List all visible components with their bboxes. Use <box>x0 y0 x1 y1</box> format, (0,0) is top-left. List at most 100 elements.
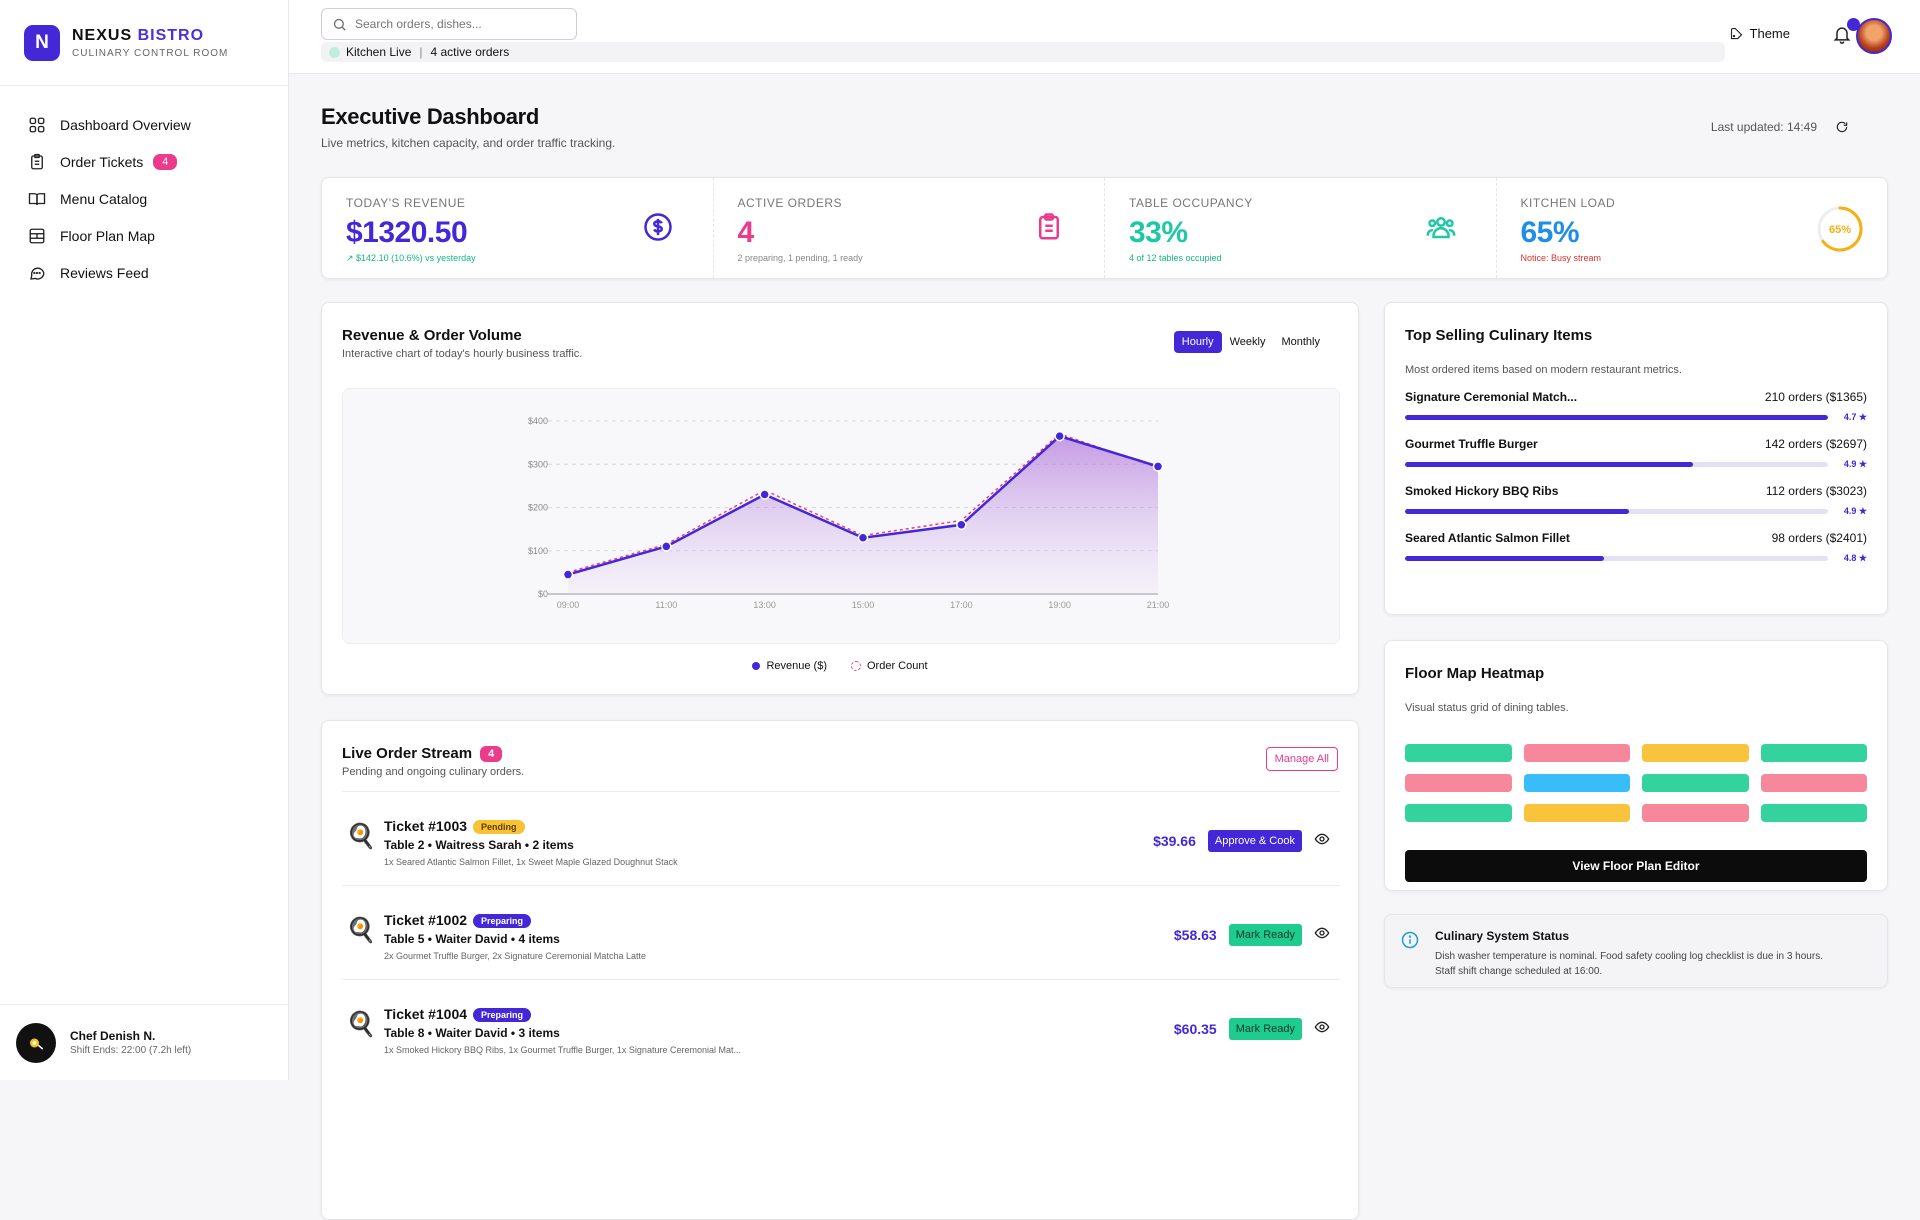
table-cell[interactable] <box>1760 774 1867 792</box>
pan-icon: 🍳 <box>346 823 376 850</box>
kitchen-status: Kitchen Live <box>346 45 412 59</box>
table-cell[interactable] <box>1405 804 1512 822</box>
active-orders-count: 4 active orders <box>430 45 510 59</box>
search-input[interactable] <box>355 17 555 31</box>
ticket-row[interactable]: 🍳 Ticket #1002 Preparing Table 5 • Waiter… <box>342 885 1340 979</box>
x-tick-label: 17:00 <box>950 600 973 610</box>
refresh-icon[interactable] <box>1835 120 1849 134</box>
chart-title: Revenue & Order Volume <box>342 327 522 344</box>
top-item[interactable]: Gourmet Truffle Burger 142 orders ($2697)… <box>1405 437 1867 470</box>
ticket-items: 2x Gourmet Truffle Burger, 2x Signature … <box>384 951 646 962</box>
last-updated-text: Last updated: 14:49 <box>1710 120 1817 134</box>
top-item[interactable]: Signature Ceremonial Match... 210 orders … <box>1405 390 1867 423</box>
legend-revenue[interactable]: Revenue ($) <box>752 660 827 672</box>
kpi-note: ↗ $142.10 (10.6%) vs yesterday <box>346 253 476 263</box>
brand-name-2: BISTRO <box>137 26 205 44</box>
sidebar-item-reviews[interactable]: Reviews Feed <box>0 254 288 291</box>
manage-all-button[interactable]: Manage All <box>1265 747 1338 771</box>
y-tick-label: $100 <box>528 546 548 556</box>
table-cell[interactable] <box>1642 804 1749 822</box>
x-tick-label: 13:00 <box>753 600 776 610</box>
view-ticket-button[interactable] <box>1314 1019 1330 1040</box>
kpi-note: Notice: Busy stream <box>1520 253 1602 263</box>
kpi-kitchen-load: KITCHEN LOAD 65% Notice: Busy stream 65% <box>1497 178 1888 278</box>
kpi-label: TABLE OCCUPANCY <box>1129 196 1253 210</box>
page-subtitle: Live metrics, kitchen capacity, and orde… <box>321 136 616 150</box>
top-item[interactable]: Seared Atlantic Salmon Fillet 98 orders (… <box>1405 531 1867 564</box>
ticket-row[interactable]: 🍳 Ticket #1004 Preparing Table 8 • Waiter… <box>342 979 1340 1073</box>
table-cell[interactable] <box>1523 804 1630 822</box>
item-name: Smoked Hickory BBQ Ribs <box>1405 484 1559 498</box>
table-cell[interactable] <box>1523 774 1630 792</box>
sidebar-item-order-tickets[interactable]: Order Tickets 4 <box>0 143 288 180</box>
table-cell[interactable] <box>1760 744 1867 762</box>
brand-name: NEXUS BISTRO <box>72 27 228 45</box>
gauge-label: 65% <box>1829 224 1851 236</box>
status-line-2: Staff shift change scheduled at 16:00. <box>1435 966 1603 977</box>
revenue-chart[interactable]: $0 $100 $200 $300 $400 09:00 11:00 13:00 15:00 17… <box>343 389 1341 645</box>
kitchen-load-gauge: 65% <box>1817 206 1863 252</box>
grid-icon <box>29 117 45 132</box>
item-bar-track <box>1405 462 1828 467</box>
legend-label: Order Count <box>867 660 928 672</box>
brand-logo[interactable]: N <box>24 24 60 61</box>
sidebar-item-label: Menu Catalog <box>60 190 148 207</box>
item-rating: 4.8 ★ <box>1843 553 1867 563</box>
legend-order-count[interactable]: Order Count <box>851 660 928 672</box>
clipboard-icon <box>1039 213 1059 240</box>
top-selling-subtitle: Most ordered items based on modern resta… <box>1405 364 1682 376</box>
ticket-row[interactable]: 🍳 Ticket #1003 Pending Table 2 • Waitress… <box>342 791 1340 885</box>
item-rating: 4.9 ★ <box>1843 506 1867 516</box>
table-cell[interactable] <box>1405 744 1512 762</box>
view-ticket-button[interactable] <box>1314 831 1330 852</box>
eye-icon <box>1314 833 1330 844</box>
item-bar-fill <box>1405 556 1604 561</box>
tab-hourly[interactable]: Hourly <box>1173 331 1222 353</box>
top-item[interactable]: Smoked Hickory BBQ Ribs 112 orders ($3023… <box>1405 484 1867 517</box>
theme-label: Theme <box>1749 26 1790 41</box>
revenue-point <box>857 532 869 544</box>
notifications-button[interactable] <box>1832 18 1860 49</box>
table-cell[interactable] <box>1523 744 1630 762</box>
status-line-1: Dish washer temperature is nominal. Food… <box>1435 951 1823 962</box>
table-cell[interactable] <box>1642 774 1749 792</box>
sidebar-item-menu-catalog[interactable]: Menu Catalog <box>0 180 288 217</box>
pan-icon: 🍳 <box>346 1011 376 1038</box>
kpi-label: TODAY'S REVENUE <box>346 196 466 210</box>
live-indicator <box>329 46 340 58</box>
view-ticket-button[interactable] <box>1314 925 1330 946</box>
sidebar-item-label: Dashboard Overview <box>60 116 191 133</box>
sidebar-item-floor-plan[interactable]: Floor Plan Map <box>0 217 288 254</box>
kpi-strip: TODAY'S REVENUE $1320.50 ↗ $142.10 (10.6… <box>321 177 1888 279</box>
x-tick-label: 15:00 <box>852 600 875 610</box>
brand-subtitle: CULINARY CONTROL ROOM <box>72 47 229 59</box>
user-shift: Shift Ends: 22:00 (7.2h left) <box>70 1045 192 1056</box>
table-cell[interactable] <box>1760 804 1867 822</box>
approve-cook-button[interactable]: Approve & Cook <box>1207 830 1302 852</box>
x-tick-label: 09:00 <box>557 600 580 610</box>
item-bar-fill <box>1405 509 1630 514</box>
item-bar-fill <box>1405 462 1693 467</box>
layout-icon <box>29 228 45 243</box>
chef-avatar <box>16 1022 56 1063</box>
view-floor-plan-button[interactable]: View Floor Plan Editor <box>1405 850 1867 882</box>
theme-toggle[interactable]: Theme <box>1729 26 1790 41</box>
ticket-price: $60.35 <box>1173 1021 1217 1037</box>
kpi-value: $1320.50 <box>346 216 468 249</box>
sidebar-item-dashboard[interactable]: Dashboard Overview <box>0 106 288 143</box>
page-header: Executive Dashboard Live metrics, kitche… <box>321 104 1889 150</box>
tab-weekly[interactable]: Weekly <box>1229 336 1266 348</box>
mark-ready-button[interactable]: Mark Ready <box>1228 924 1302 946</box>
tab-monthly[interactable]: Monthly <box>1281 336 1320 348</box>
search-icon <box>333 18 346 31</box>
user-profile[interactable]: Chef Denish N. Shift Ends: 22:00 (7.2h l… <box>0 1004 289 1080</box>
table-cell[interactable] <box>1405 774 1512 792</box>
ticket-meta: Table 5 • Waiter David • 4 items <box>384 932 560 947</box>
search-box[interactable] <box>321 8 577 40</box>
orders-title: Live Order Stream 4 <box>342 745 524 763</box>
mark-ready-button[interactable]: Mark Ready <box>1228 1018 1302 1040</box>
table-cell[interactable] <box>1642 744 1749 762</box>
live-order-stream: Live Order Stream 4 Pending and ongoing c… <box>321 720 1359 1220</box>
top-selling-card: Top Selling Culinary Items Most ordered … <box>1384 302 1888 615</box>
profile-avatar[interactable] <box>1856 18 1892 54</box>
